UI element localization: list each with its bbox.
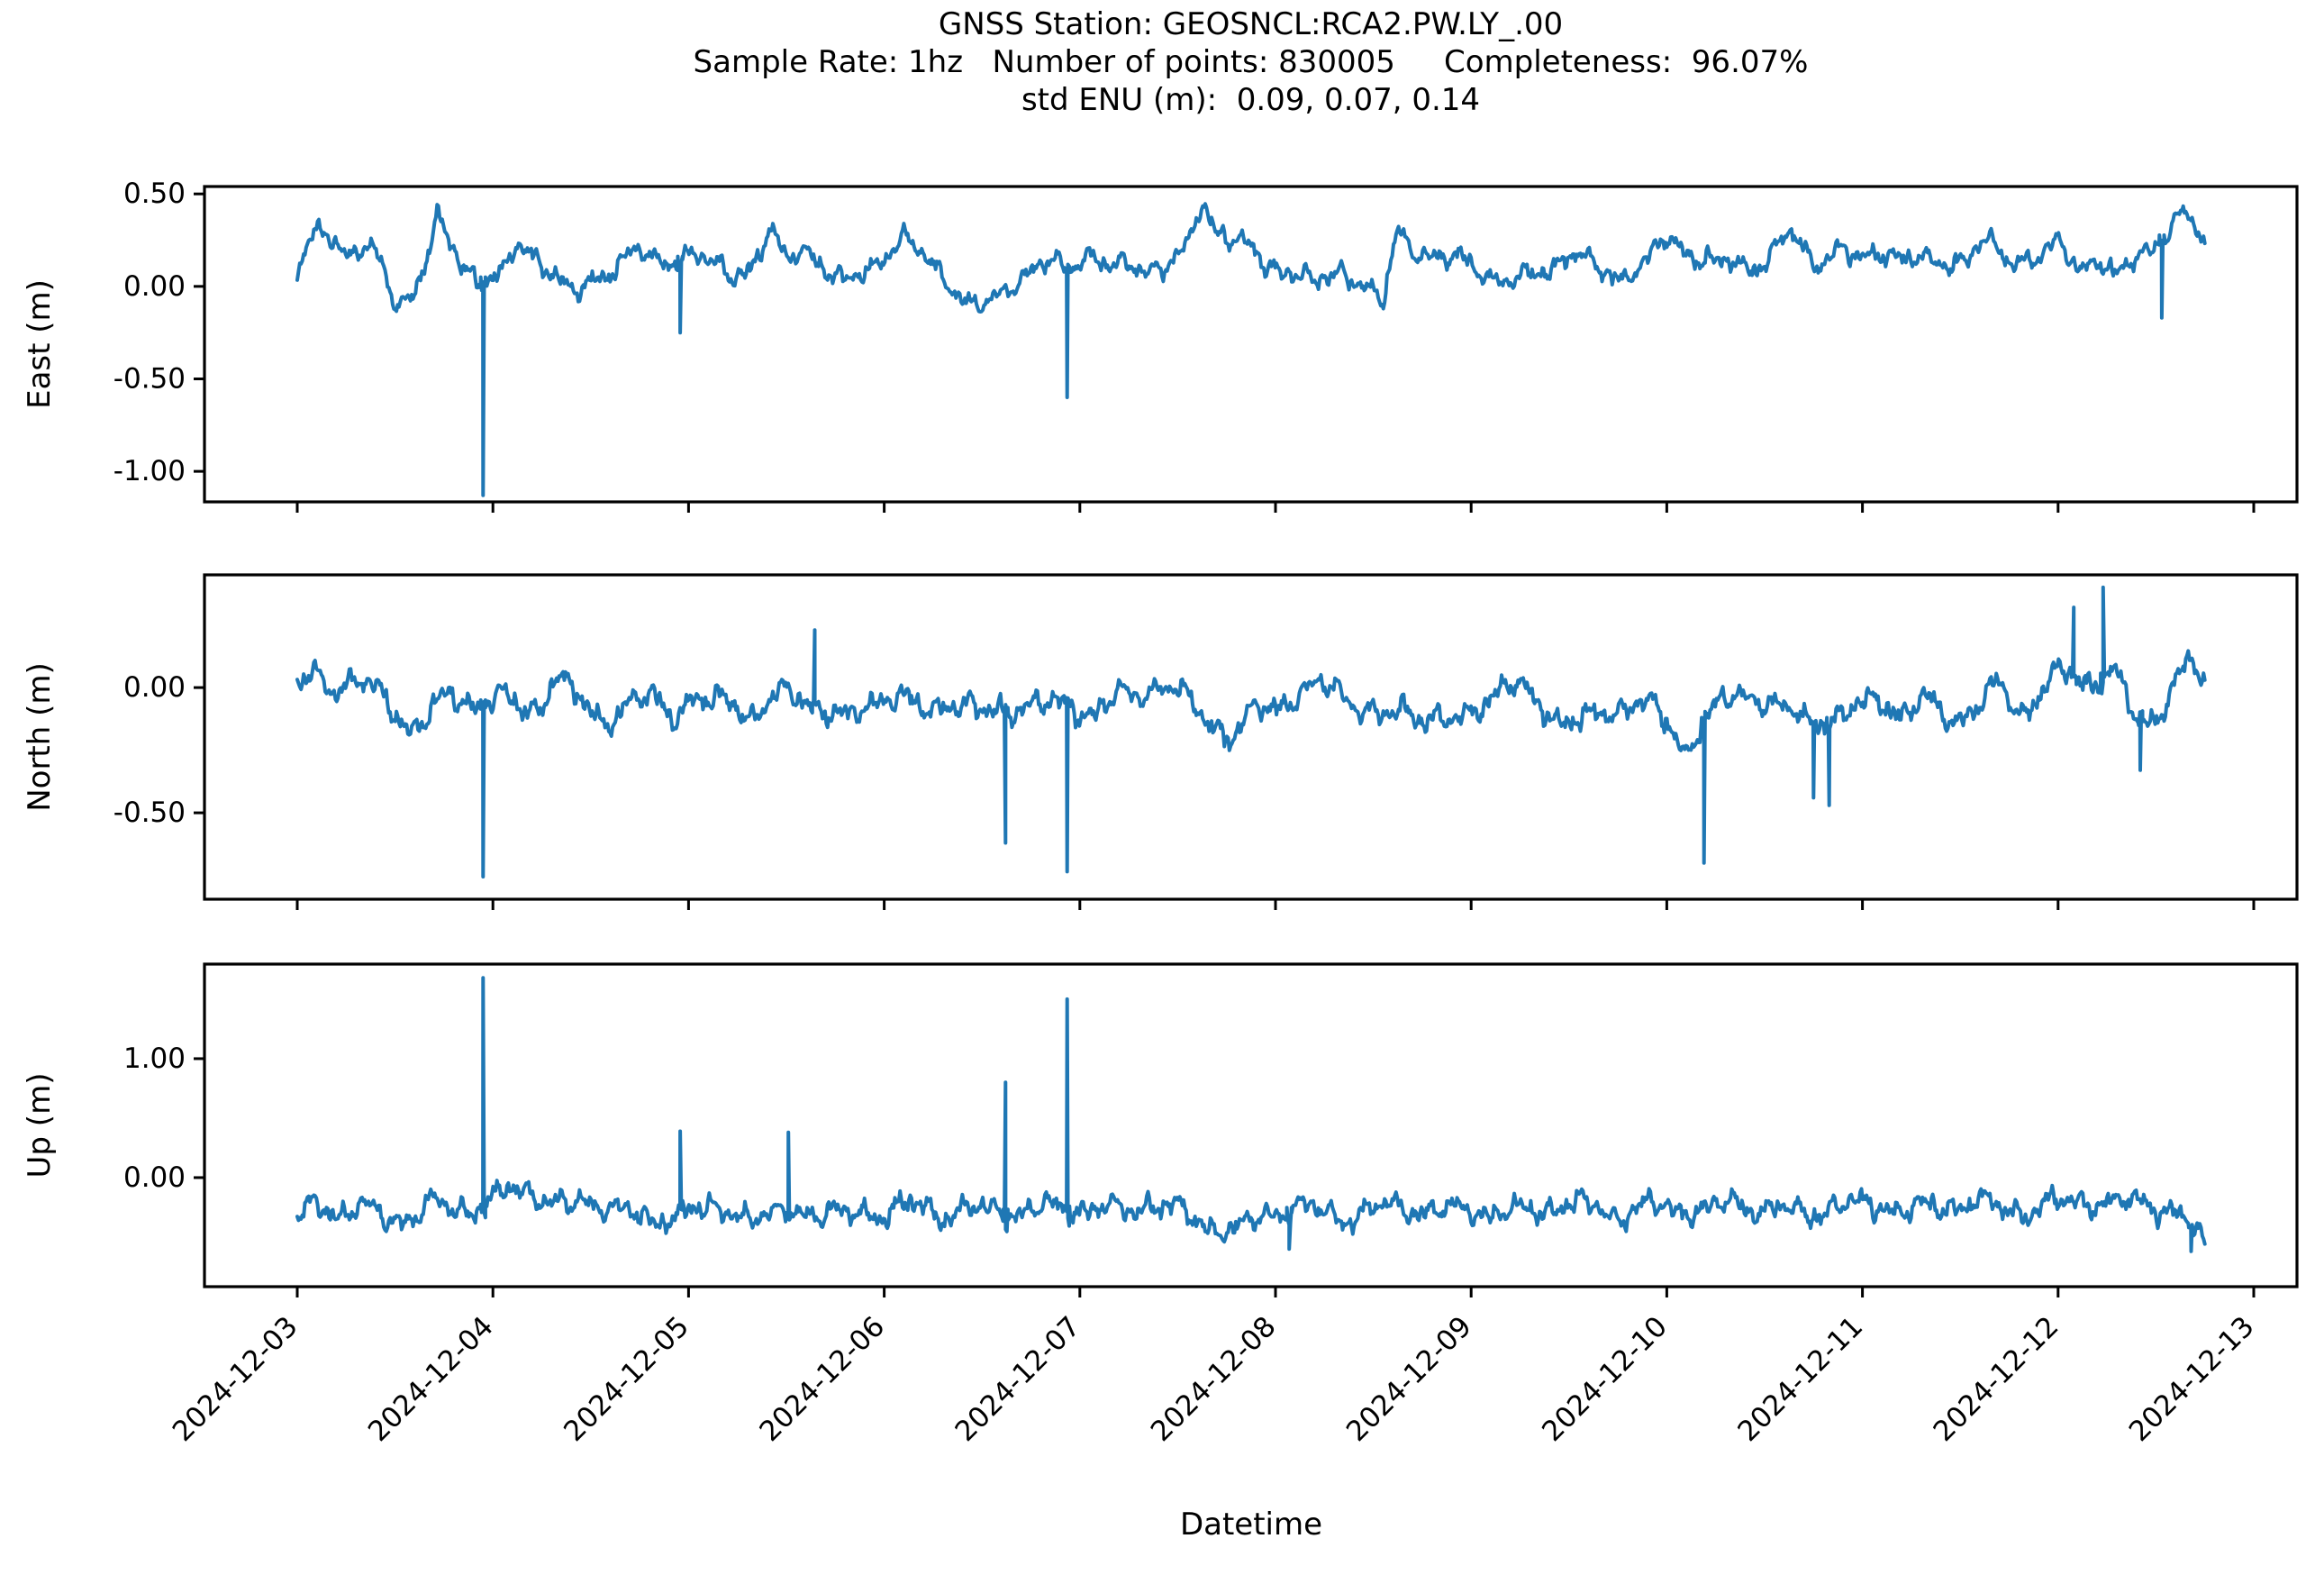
axes-box — [203, 573, 2299, 901]
y-tick-label: 0.00 — [123, 671, 186, 704]
x-tick-label: 2024-12-10 — [1536, 1310, 1674, 1448]
y-axis-label-east: East (m) — [22, 279, 58, 409]
x-tick-label: 2024-12-06 — [753, 1310, 891, 1448]
axes-box — [203, 962, 2299, 1288]
x-tick-label: 2024-12-04 — [362, 1310, 500, 1448]
axes-box — [203, 185, 2299, 504]
x-tick-label: 2024-12-13 — [2123, 1310, 2261, 1448]
x-tick-label: 2024-12-08 — [1145, 1310, 1283, 1448]
y-axis-label-up: Up (m) — [22, 1072, 58, 1179]
x-axis-label: Datetime — [1179, 1507, 1323, 1543]
up-axes: 1.00 0.00 2024-12-03 2024-12-04 2024-12-05 20… — [123, 962, 2299, 1448]
x-tick-label: 2024-12-12 — [1928, 1310, 2065, 1448]
title-line-1: GNSS Station: GEOSNCL:RCA2.PW.LY_.00 — [938, 6, 1564, 42]
y-axis-label-north: North (m) — [22, 662, 58, 812]
north-axes: 0.00 -0.50 — [113, 573, 2299, 910]
y-tick-label: 0.00 — [123, 270, 186, 303]
y-tick-label: -0.50 — [113, 362, 186, 395]
y-tick-label: 0.00 — [123, 1161, 186, 1194]
east-series-line — [295, 202, 2207, 497]
y-tick-label: 1.00 — [123, 1042, 186, 1075]
y-tick-label: -1.00 — [113, 455, 186, 487]
x-tick-label: 2024-12-05 — [558, 1310, 695, 1448]
y-tick-label: -0.50 — [113, 797, 186, 829]
up-series-line — [295, 976, 2207, 1253]
x-tick-label: 2024-12-11 — [1731, 1310, 1869, 1448]
y-tick-label: 0.50 — [123, 178, 186, 210]
title-line-3: std ENU (m): 0.09, 0.07, 0.14 — [1021, 82, 1481, 118]
x-tick-label: 2024-12-03 — [167, 1310, 304, 1448]
title-line-2: Sample Rate: 1hz Number of points: 83000… — [693, 44, 1809, 80]
x-tick-label: 2024-12-09 — [1340, 1310, 1478, 1448]
north-series-line — [295, 585, 2207, 879]
x-tick-label: 2024-12-07 — [949, 1310, 1087, 1448]
east-axes: 0.50 0.00 -0.50 -1.00 — [113, 178, 2299, 513]
